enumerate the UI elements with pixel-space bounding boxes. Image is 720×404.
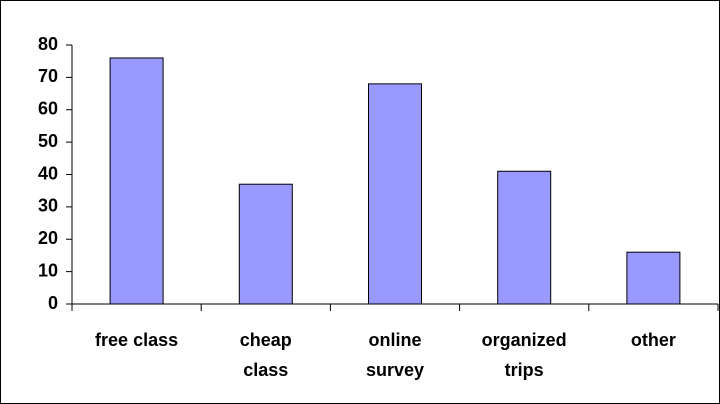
y-tick-label: 10	[38, 260, 58, 280]
x-tick-label: cheap class	[239, 330, 292, 380]
bar	[626, 251, 681, 305]
x-tick-label: other	[630, 330, 676, 350]
bar	[238, 183, 293, 305]
bar	[109, 57, 164, 305]
x-tick-label: organized trips	[481, 330, 567, 380]
y-tick-label: 50	[38, 131, 58, 151]
y-tick-label: 70	[38, 66, 58, 86]
x-tick-label: online survey	[365, 330, 425, 380]
y-tick-label: 40	[38, 163, 58, 183]
y-tick-label: 0	[48, 293, 58, 313]
y-tick-label: 80	[38, 34, 58, 54]
y-tick-label: 30	[38, 196, 58, 216]
y-tick-label: 60	[38, 99, 58, 119]
bar	[497, 170, 552, 305]
x-tick-label: free class	[95, 330, 179, 350]
y-tick-label: 20	[38, 228, 58, 248]
bar	[368, 83, 422, 305]
